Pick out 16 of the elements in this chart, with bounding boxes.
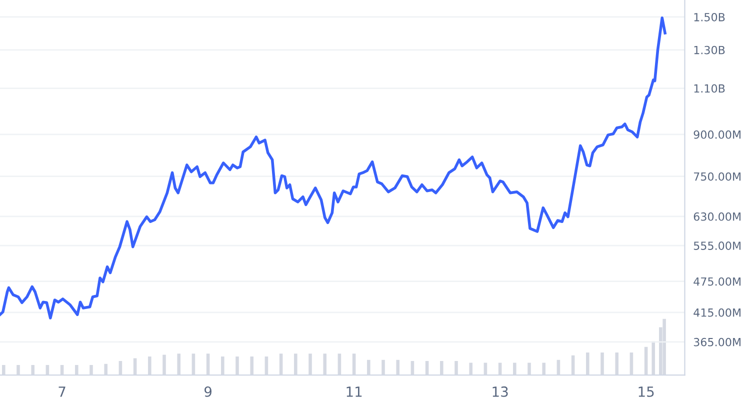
- y-tick-label: 750.00M: [694, 172, 740, 181]
- x-tick-label: 11: [346, 386, 362, 397]
- y-tick-label: 1.30B: [694, 46, 725, 54]
- y-tick-label: 365.00M: [694, 338, 740, 346]
- y-tick-label: 475.00M: [694, 277, 740, 286]
- x-tick-label: 13: [492, 386, 508, 397]
- y-tick-label: 630.00M: [694, 212, 740, 221]
- x-tick-label: 15: [638, 386, 654, 397]
- line-series: [0, 16, 666, 320]
- y-tick-label: 1.10B: [694, 84, 725, 93]
- x-tick-label: 7: [58, 386, 66, 397]
- y-tick-label: 415.00M: [694, 308, 740, 317]
- y-tick-label: 555.00M: [694, 242, 740, 250]
- x-tick-label: 9: [204, 386, 212, 397]
- y-tick-label: 1.50B: [694, 12, 725, 22]
- y-tick-label: 900.00M: [694, 130, 740, 139]
